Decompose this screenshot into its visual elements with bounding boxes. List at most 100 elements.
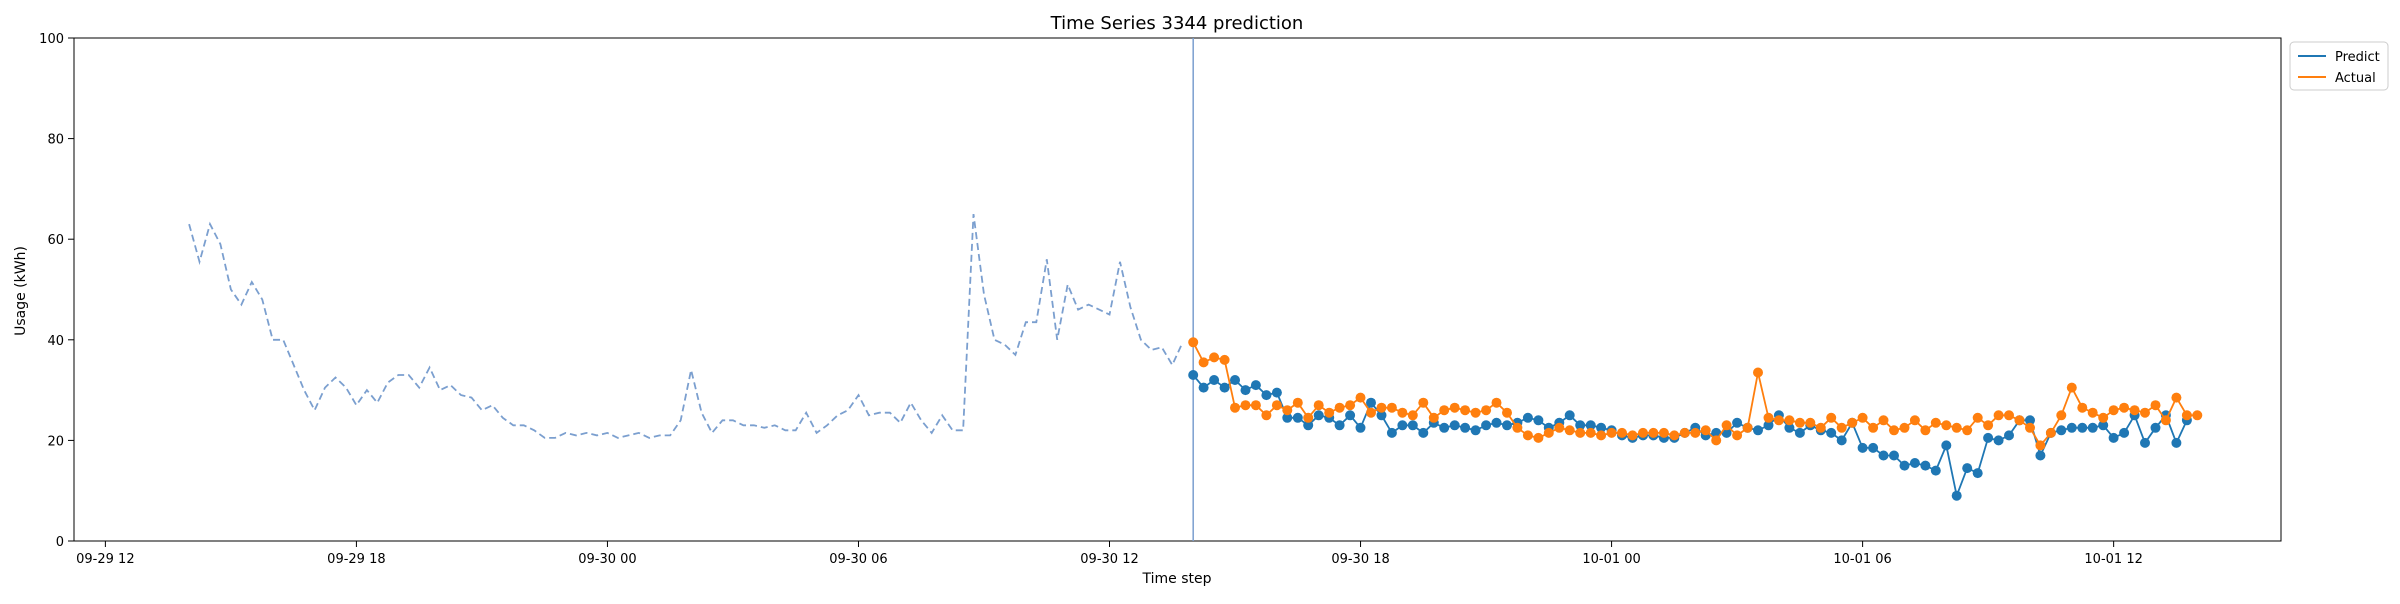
- actual-point: [2098, 412, 2109, 423]
- predict-point: [2004, 430, 2014, 441]
- legend: Predict Actual: [2289, 41, 2389, 91]
- actual-point: [1711, 435, 1722, 446]
- predict-point: [1407, 420, 1418, 431]
- plot-area: 0 20 40 60 80 100 09-29 12 09-29 18 09-30 00 09-3…: [39, 32, 2282, 567]
- actual-point: [2160, 415, 2171, 426]
- actual-point: [2129, 405, 2140, 416]
- x-tick-label: 09-30 06: [829, 552, 887, 567]
- actual-point: [1648, 427, 1659, 438]
- predict-point: [1313, 410, 1324, 421]
- actual-point: [1585, 427, 1596, 438]
- actual-point: [1983, 420, 1994, 431]
- actual-point: [2140, 407, 2150, 418]
- actual-point: [1439, 405, 1450, 416]
- predict-point: [2150, 422, 2161, 433]
- actual-point: [1460, 405, 1471, 416]
- plot-frame: [73, 37, 2282, 542]
- predict-point: [1909, 458, 1920, 468]
- actual-point: [2045, 427, 2056, 438]
- actual-point: [1669, 430, 1680, 441]
- actual-point: [1376, 402, 1387, 413]
- y-tick-label: 40: [47, 334, 64, 349]
- actual-point: [1899, 422, 1910, 433]
- predict-point: [2035, 450, 2046, 461]
- predict-point: [1564, 410, 1575, 421]
- actual-point: [1889, 425, 1899, 436]
- actual-point: [1564, 425, 1575, 436]
- predict-point: [1292, 412, 1303, 423]
- legend-label-predict: Predict: [2335, 50, 2380, 65]
- actual-point: [1690, 427, 1701, 438]
- actual-point: [1449, 402, 1460, 413]
- y-tick-label: 100: [39, 32, 64, 47]
- history-line: [188, 213, 1184, 439]
- predict-point: [1575, 420, 1586, 431]
- predict-point: [1533, 415, 1544, 426]
- actual-point: [1721, 420, 1732, 431]
- predict-point: [2077, 422, 2088, 433]
- predict-point: [1962, 463, 1973, 474]
- predict-point: [1282, 412, 1293, 423]
- predict-point: [1878, 450, 1889, 461]
- actual-point: [1491, 397, 1502, 408]
- actual-point: [1596, 430, 1607, 441]
- x-tick-label: 10-01 00: [1582, 552, 1640, 567]
- actual-point: [1638, 427, 1648, 438]
- actual-point: [1522, 430, 1533, 441]
- predict-point: [1826, 427, 1837, 438]
- actual-point: [1240, 400, 1251, 411]
- actual-point: [1575, 427, 1586, 438]
- x-tick-label: 09-30 18: [1331, 552, 1389, 567]
- actual-point: [2056, 410, 2067, 421]
- actual-point: [1941, 420, 1952, 431]
- actual-point: [2171, 392, 2182, 403]
- actual-point: [1700, 425, 1711, 436]
- predict-point: [1250, 380, 1261, 391]
- x-tick-label: 09-30 00: [578, 552, 636, 567]
- predict-point: [1449, 420, 1460, 431]
- actual-point: [2014, 415, 2025, 426]
- y-axis-label: Usage (kWh): [13, 246, 29, 336]
- actual-point: [1554, 422, 1565, 433]
- predict-point: [2098, 420, 2109, 431]
- y-tick-label: 20: [47, 434, 64, 449]
- actual-point: [1470, 407, 1481, 418]
- actual-point: [1951, 422, 1962, 433]
- actual-point: [1617, 427, 1627, 438]
- actual-point: [2025, 422, 2035, 433]
- predict-point: [1261, 390, 1272, 401]
- actual-point: [1627, 430, 1638, 441]
- actual-point: [1282, 405, 1293, 416]
- actual-point: [1313, 400, 1324, 411]
- actual-point: [1773, 415, 1784, 426]
- predict-point: [1522, 412, 1533, 423]
- actual-point: [1826, 412, 1837, 423]
- y-tick-label: 0: [56, 535, 64, 550]
- x-tick-label: 09-30 12: [1080, 552, 1138, 567]
- predict-point: [1418, 427, 1429, 438]
- actual-point: [1481, 405, 1492, 416]
- predict-point: [1470, 425, 1481, 436]
- predict-point: [1941, 440, 1952, 451]
- predict-point: [2087, 422, 2098, 433]
- x-tick-label: 09-29 18: [327, 552, 385, 567]
- predict-point: [1899, 460, 1910, 471]
- predict-point: [1355, 422, 1366, 433]
- actual-point: [1512, 422, 1523, 433]
- actual-point: [1533, 432, 1544, 443]
- actual-point: [1407, 410, 1418, 421]
- actual-point: [1271, 400, 1282, 411]
- actual-point: [1261, 410, 1272, 421]
- chart-title: Time Series 3344 prediction: [1050, 13, 1304, 34]
- predict-point: [1930, 465, 1941, 476]
- actual-point: [1679, 427, 1690, 438]
- predict-point: [1784, 422, 1795, 433]
- actual-point: [1805, 417, 1816, 428]
- predict-point: [1868, 442, 1879, 453]
- actual-point: [1732, 430, 1743, 441]
- predict-point: [1366, 397, 1376, 408]
- x-tick-label: 09-29 12: [76, 552, 134, 567]
- actual-point: [1188, 337, 1199, 348]
- actual-point: [1292, 397, 1303, 408]
